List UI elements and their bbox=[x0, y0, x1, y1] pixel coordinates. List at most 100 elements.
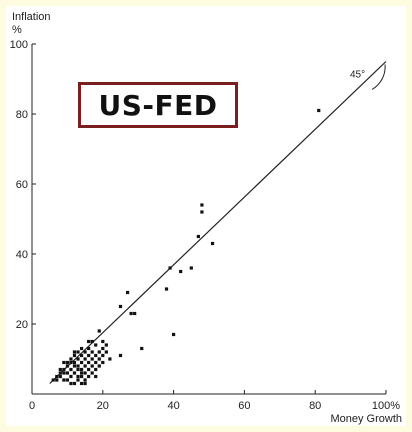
data-point bbox=[79, 353, 84, 358]
data-point bbox=[97, 350, 101, 354]
data-point bbox=[79, 360, 84, 365]
x-axis-label: Money Growth bbox=[330, 413, 402, 425]
x-tick-label: 40 bbox=[167, 400, 179, 412]
angle-arc bbox=[371, 64, 386, 90]
data-point bbox=[79, 374, 84, 379]
data-point bbox=[90, 339, 94, 344]
data-point bbox=[108, 357, 112, 361]
data-point bbox=[168, 266, 172, 270]
data-point bbox=[97, 329, 101, 333]
data-point bbox=[58, 374, 62, 379]
angle-label: 45° bbox=[350, 70, 365, 81]
data-point bbox=[72, 364, 77, 368]
data-point bbox=[200, 210, 204, 214]
data-point bbox=[87, 367, 91, 372]
data-point bbox=[101, 360, 105, 365]
data-point bbox=[76, 378, 80, 382]
data-point bbox=[62, 371, 66, 375]
data-point bbox=[76, 364, 80, 368]
data-point bbox=[65, 360, 69, 365]
data-point bbox=[87, 360, 91, 365]
data-point bbox=[83, 364, 87, 368]
reference-line-group: 45° bbox=[49, 61, 387, 384]
data-point bbox=[83, 381, 87, 386]
axes bbox=[31, 44, 386, 395]
data-point bbox=[83, 371, 87, 375]
data-point bbox=[125, 290, 130, 295]
data-point bbox=[69, 360, 73, 365]
data-point bbox=[118, 304, 123, 309]
data-point bbox=[179, 269, 183, 274]
data-point bbox=[72, 353, 77, 358]
data-point bbox=[90, 364, 94, 368]
data-point bbox=[90, 357, 94, 361]
data-point bbox=[65, 371, 69, 375]
data-point bbox=[94, 374, 98, 379]
data-point bbox=[65, 378, 69, 382]
x-tick-label: 80 bbox=[309, 400, 321, 412]
data-point bbox=[72, 381, 77, 386]
data-point bbox=[83, 378, 87, 382]
data-point bbox=[90, 371, 94, 375]
data-point bbox=[104, 350, 108, 354]
y-tick-label: 40 bbox=[16, 249, 28, 261]
data-point bbox=[196, 234, 200, 239]
y-tick-label: 20 bbox=[16, 319, 28, 331]
data-point bbox=[94, 343, 98, 347]
data-point bbox=[317, 108, 321, 113]
y-axis-unit: % bbox=[12, 24, 22, 36]
data-point bbox=[94, 367, 98, 372]
data-point bbox=[76, 374, 80, 379]
data-point bbox=[58, 367, 62, 372]
reference-line bbox=[49, 61, 387, 384]
data-point bbox=[104, 343, 108, 347]
data-point bbox=[200, 203, 204, 207]
data-point bbox=[90, 350, 94, 354]
data-point bbox=[97, 364, 101, 368]
data-point bbox=[83, 350, 87, 354]
y-ticks: 20 40 60 80 100 bbox=[10, 39, 36, 331]
data-point bbox=[94, 360, 98, 365]
data-points bbox=[51, 108, 321, 386]
y-tick-label: 100 bbox=[10, 39, 28, 51]
y-tick-label: 60 bbox=[16, 179, 28, 191]
data-point bbox=[72, 360, 77, 365]
y-tick-label: 80 bbox=[16, 109, 28, 121]
data-point bbox=[210, 241, 215, 246]
data-point bbox=[79, 346, 84, 351]
data-point bbox=[87, 339, 91, 344]
data-point bbox=[129, 311, 133, 316]
x-ticks: 0 20 40 60 80 100% bbox=[29, 390, 400, 412]
data-point bbox=[51, 378, 55, 382]
x-tick-label: 20 bbox=[97, 400, 109, 412]
data-point bbox=[65, 364, 69, 368]
data-point bbox=[164, 287, 169, 291]
chart-panel: 20 40 60 80 100 0 20 40 60 80 100% 45° Inflation … bbox=[6, 6, 406, 426]
data-point bbox=[87, 353, 91, 358]
data-point bbox=[62, 378, 66, 382]
data-point bbox=[69, 374, 73, 379]
data-point bbox=[72, 350, 77, 354]
data-point bbox=[72, 371, 77, 375]
data-point bbox=[79, 371, 84, 375]
data-point bbox=[62, 360, 66, 365]
data-point bbox=[62, 367, 66, 372]
data-point bbox=[87, 374, 91, 379]
x-tick-label: 60 bbox=[238, 400, 250, 412]
data-point bbox=[101, 346, 105, 351]
data-point bbox=[55, 374, 59, 379]
data-point bbox=[133, 311, 137, 316]
data-point bbox=[140, 346, 144, 351]
data-point bbox=[55, 378, 59, 382]
data-point bbox=[101, 353, 105, 358]
data-point bbox=[79, 367, 84, 372]
x-tick-label: 100% bbox=[372, 400, 400, 412]
data-point bbox=[101, 339, 105, 344]
data-point bbox=[69, 357, 73, 361]
data-point bbox=[79, 381, 84, 386]
data-point bbox=[172, 332, 176, 337]
data-point bbox=[58, 371, 62, 375]
data-point bbox=[87, 346, 91, 351]
